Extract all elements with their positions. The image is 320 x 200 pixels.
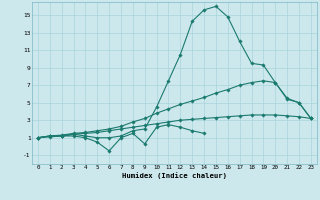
X-axis label: Humidex (Indice chaleur): Humidex (Indice chaleur) [122, 172, 227, 179]
